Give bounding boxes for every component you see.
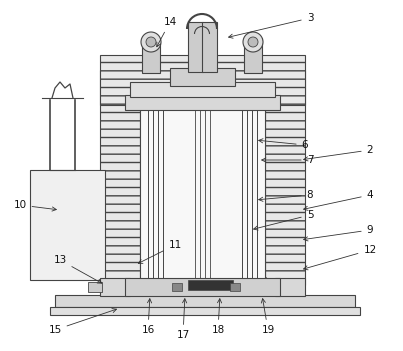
Circle shape [141,32,161,52]
Bar [172,283,182,291]
Bar [30,170,105,280]
Text: 8: 8 [259,190,313,201]
Text: 19: 19 [261,299,274,335]
Text: 17: 17 [177,299,190,340]
Bar [50,307,360,315]
Bar [188,280,233,290]
Bar [125,278,280,296]
Bar [188,22,203,72]
Circle shape [248,37,258,47]
Bar [100,278,130,296]
Text: 18: 18 [212,299,224,335]
Circle shape [146,37,156,47]
Text: 6: 6 [259,139,308,150]
Bar [140,105,265,280]
Bar [265,70,305,285]
Text: 7: 7 [262,155,313,165]
Bar [170,68,235,86]
Bar [125,95,280,110]
Bar [142,38,160,73]
Bar [100,55,305,105]
Text: 14: 14 [157,17,177,47]
Bar [55,295,355,307]
Text: 10: 10 [13,200,56,211]
Bar [275,278,305,296]
Text: 4: 4 [303,190,373,210]
Bar [140,275,158,295]
Bar [130,82,275,97]
Text: 11: 11 [138,240,182,263]
Bar [175,275,193,295]
Bar [100,70,140,285]
Text: 13: 13 [53,255,102,283]
Text: 16: 16 [141,299,155,335]
Text: 15: 15 [48,309,116,335]
Bar [210,275,228,295]
Bar [244,38,262,73]
Bar [258,275,268,295]
Bar [230,283,240,291]
Text: 12: 12 [303,245,377,270]
Text: 5: 5 [253,210,313,230]
Text: 2: 2 [304,145,373,161]
Bar [202,22,217,72]
Text: 9: 9 [304,225,373,241]
Text: 3: 3 [229,13,313,38]
Circle shape [243,32,263,52]
Bar [88,282,102,292]
